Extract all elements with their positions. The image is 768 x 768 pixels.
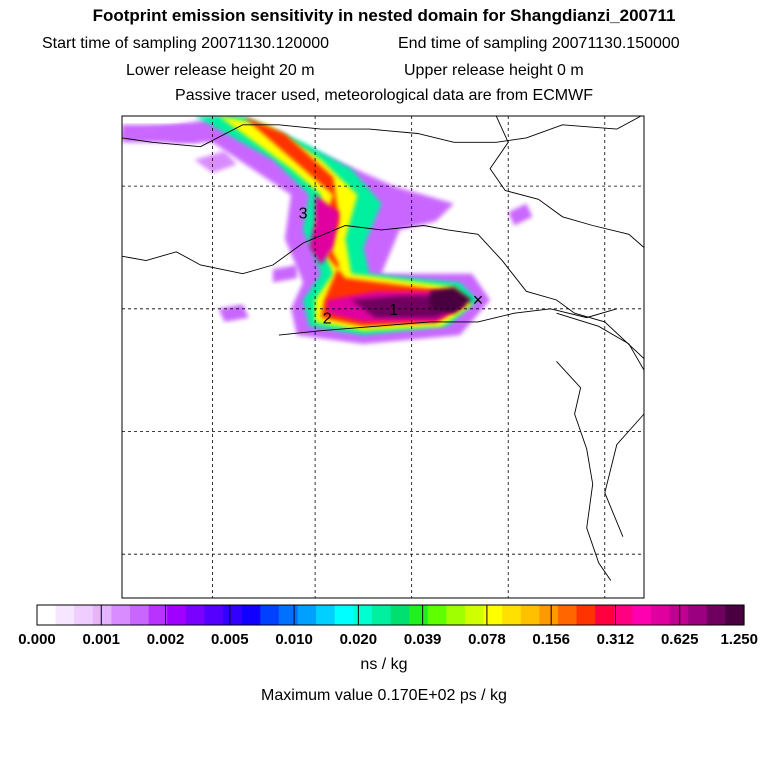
colorbar-tick-label: 0.312 [597,631,635,648]
colorbar-swatch-36 [688,605,708,625]
colorbar-tick-label: 0.002 [147,631,185,648]
colorbar-tick-label: 0.001 [82,631,120,648]
plume-level-5-5 [309,194,340,265]
coastline-3 [122,225,644,360]
colorbar-swatch-4 [92,605,113,625]
upper-release-label: Upper release height 0 m [404,62,584,79]
colorbar-swatch-29 [557,605,578,625]
colorbar-tick-label: 0.039 [404,631,442,648]
maximum-value-label: Maximum value 0.170E+02 ps / kg [261,687,507,704]
map-content: 1 2 3 × [122,116,644,598]
chart-title: Footprint emission sensitivity in nested… [92,6,676,25]
colorbar-swatch-18 [353,605,373,625]
colorbar-swatch-35 [669,605,689,625]
colorbar-swatch-12 [241,605,261,625]
colorbar-swatch-11 [223,605,243,625]
plume-level-7-8 [429,286,472,314]
trajectory-marker-3: 3 [299,205,308,222]
colorbar-tick-label: 0.156 [532,631,570,648]
colorbar-swatch-8 [167,605,187,625]
end-time-label: End time of sampling 20071130.150000 [398,35,680,52]
release-site-marker: × [473,290,484,310]
trajectory-marker-2: 2 [323,311,332,328]
colorbar-swatch-21 [409,605,429,625]
colorbar-swatch-26 [502,605,522,625]
colorbar-tick-label: 1.250 [720,631,758,648]
lower-release-label: Lower release height 20 m [126,62,315,79]
colorbar-swatch-15 [297,605,317,625]
colorbar-swatch-19 [371,605,392,625]
colorbar-swatch-16 [316,605,336,625]
coastline-2 [489,116,644,248]
colorbar-swatch-30 [576,605,596,625]
colorbar-swatch-6 [130,605,150,625]
colorbar-tick-label: 0.000 [18,631,56,648]
colorbar-swatch-38 [725,605,745,625]
colorbar-swatch-13 [260,605,280,625]
colorbar-swatch-25 [483,605,503,625]
colorbar-swatch-9 [185,605,206,625]
colorbar-swatch-10 [204,605,224,625]
plume-fringe-2 [194,151,237,173]
start-time-label: Start time of sampling 20071130.120000 [42,35,330,52]
colorbar-unit: ns / kg [360,656,408,673]
colorbar-tick-label: 0.625 [661,631,699,648]
colorbar-swatch-31 [595,605,615,625]
colorbar-swatch-23 [446,605,466,625]
coastline-5 [556,312,644,371]
colorbar-swatch-7 [148,605,168,625]
colorbar-swatch-27 [520,605,540,625]
colorbar-swatch-22 [427,605,447,625]
colorbar-swatch-33 [632,605,652,625]
colorbar-swatch-3 [74,605,94,625]
colorbar-swatch-20 [390,605,410,625]
coastline-4 [278,308,617,336]
colorbar-swatch-34 [650,605,671,625]
coastline-7 [604,413,644,537]
colorbar-tick-label: 0.078 [468,631,506,648]
plume-level-3-3 [218,116,472,331]
colorbar-swatch-2 [55,605,75,625]
coastline-6 [556,361,612,581]
colorbar-swatch-17 [334,605,354,625]
colorbar-swatch-37 [706,605,726,625]
map-frame [121,115,645,599]
tracer-note: Passive tracer used, meteorological data… [175,87,593,104]
colorbar-swatch-24 [464,605,485,625]
colorbar-swatch-1 [37,605,57,625]
colorbar-tick-label: 0.005 [211,631,249,648]
plume-fringe-3 [508,203,533,226]
colorbar-swatch-14 [278,605,299,625]
colorbar-swatch-32 [613,605,633,625]
plume-fringe-5 [272,265,297,283]
colorbar-swatch-28 [539,605,559,625]
trajectory-marker-1: 1 [389,302,398,319]
coastline-1 [122,116,642,148]
colorbar-swatch-5 [111,605,131,625]
colorbar-tick-label: 0.020 [340,631,378,648]
colorbar-tick-label: 0.010 [275,631,313,648]
